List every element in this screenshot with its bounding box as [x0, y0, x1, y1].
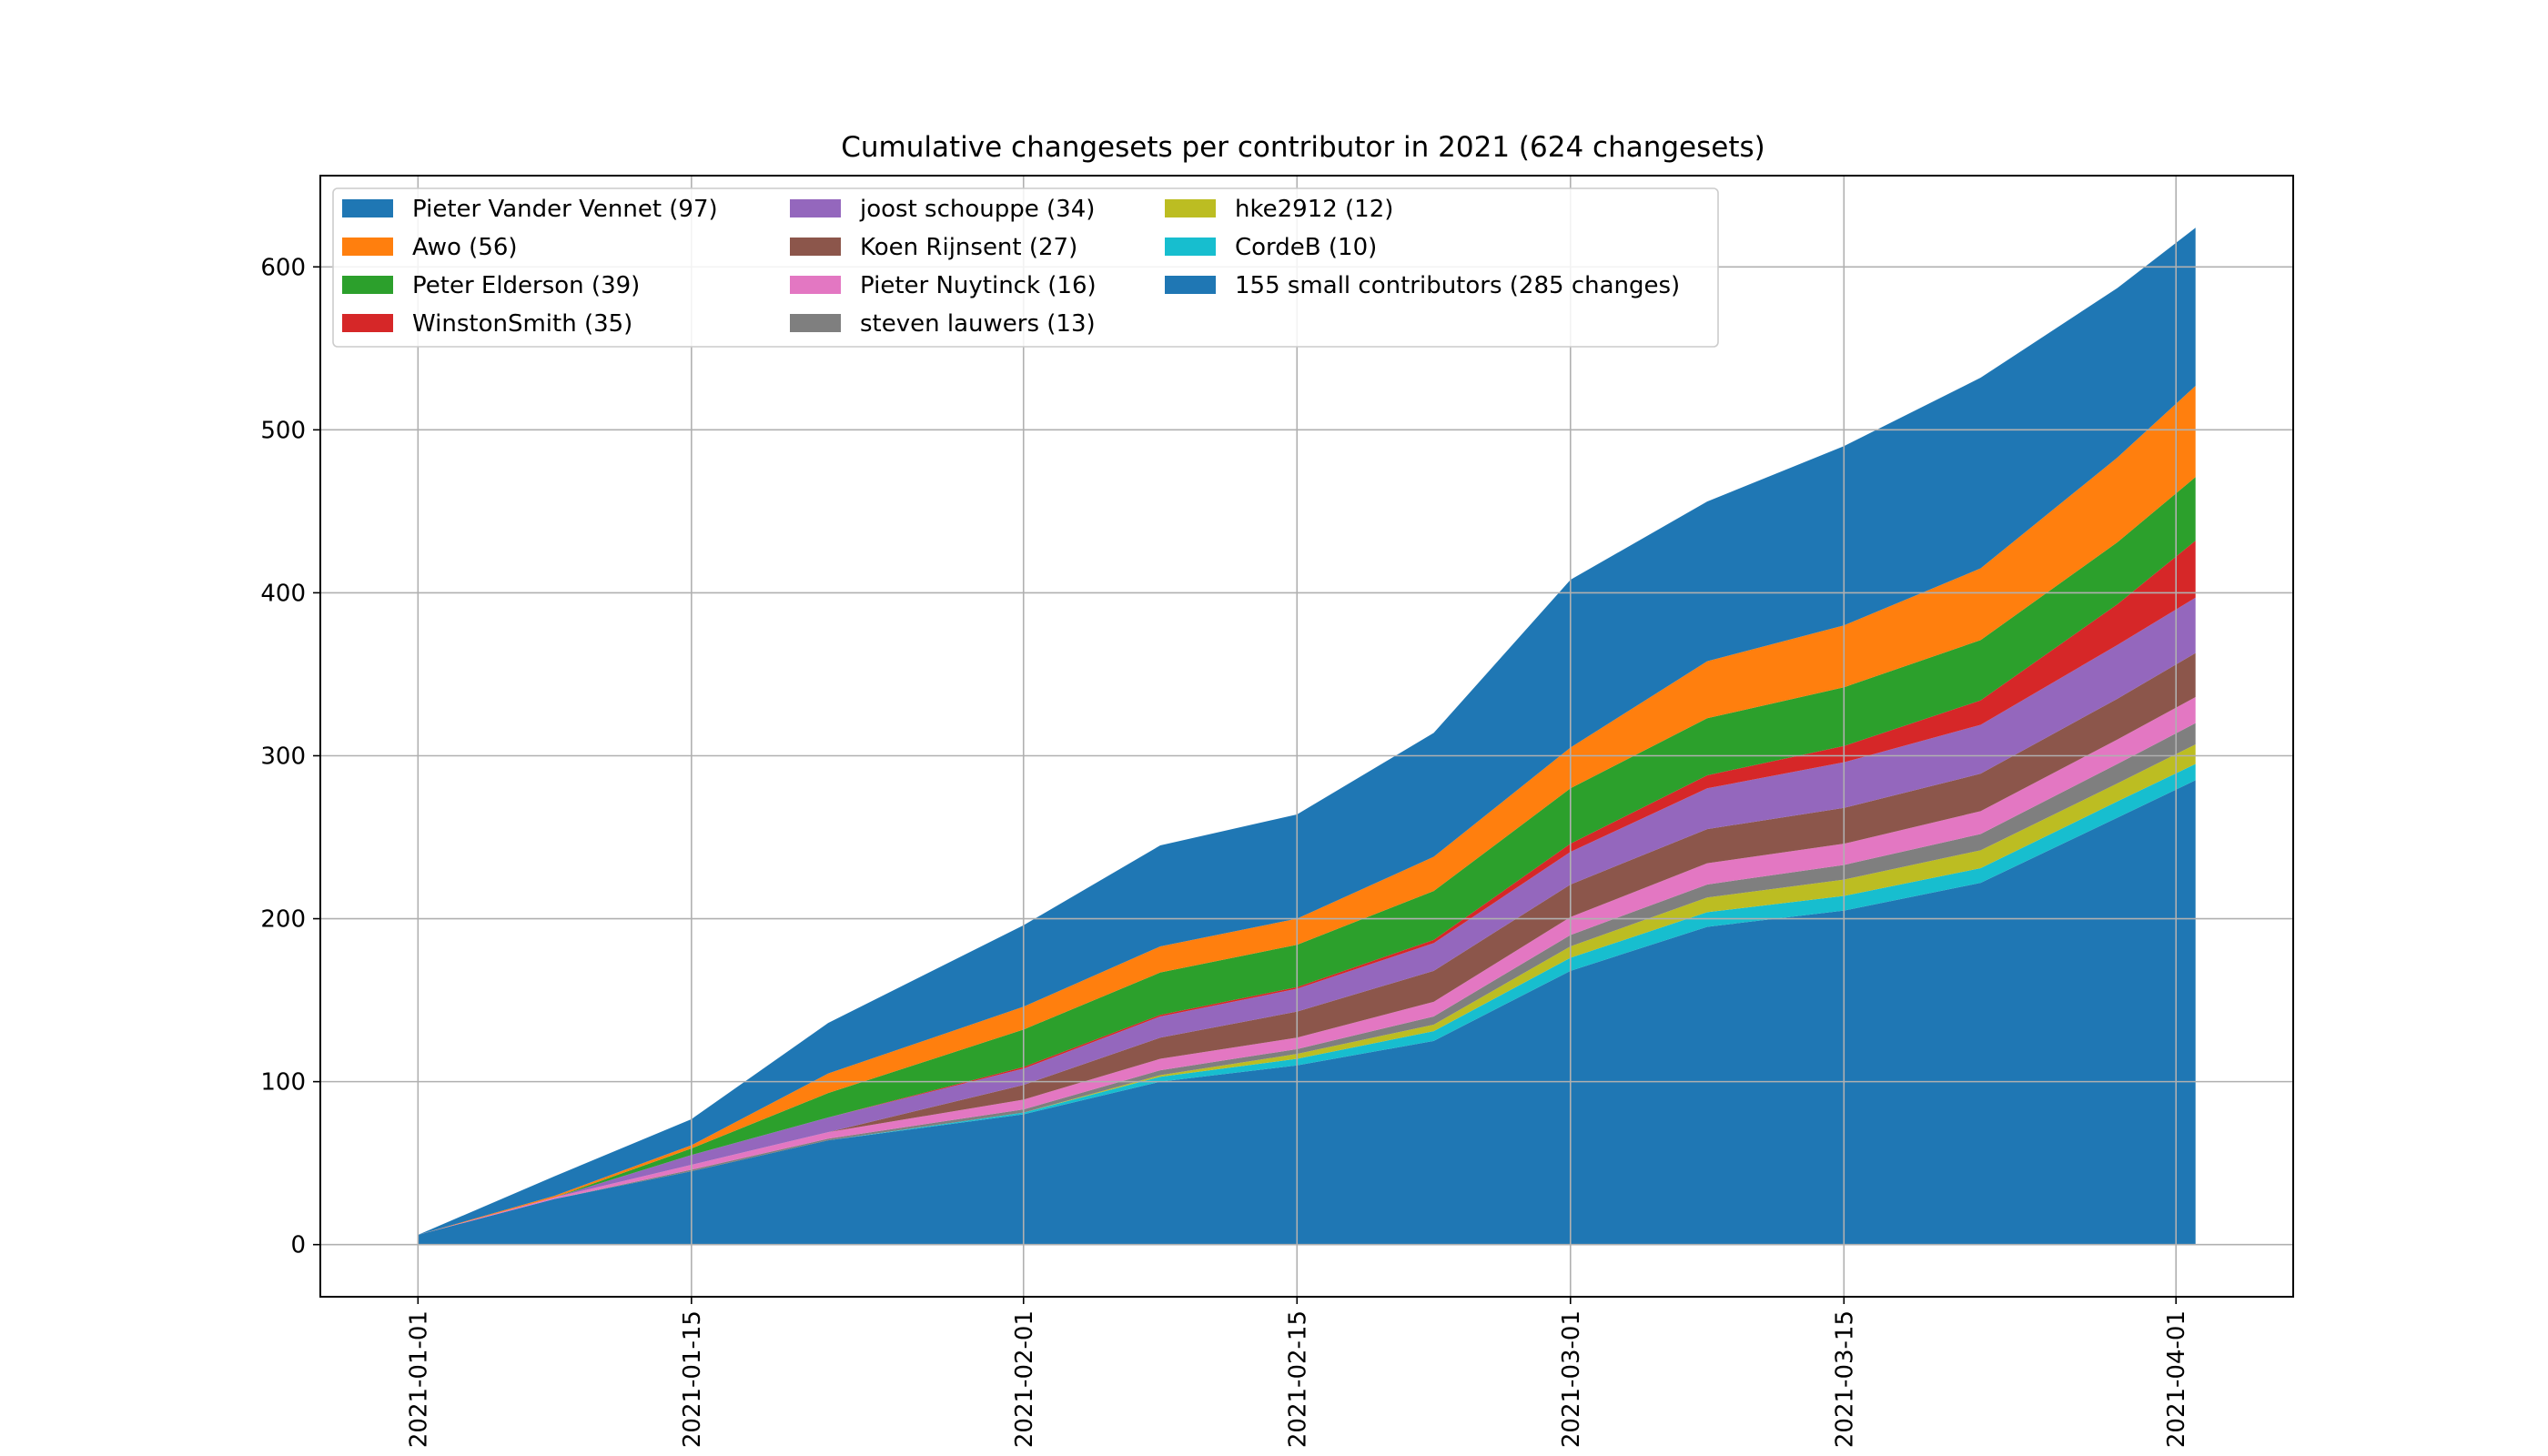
x-tick-label: 2021-03-01 — [1558, 1310, 1585, 1448]
legend-swatch-pieter-nuytinck-16 — [790, 276, 841, 294]
area-155-small-contributors-285-changes — [418, 780, 2196, 1245]
x-tick-label: 2021-02-15 — [1284, 1310, 1311, 1448]
y-tick-label: 400 — [260, 580, 306, 607]
legend-box — [332, 187, 1719, 348]
legend-label: WinstonSmith (35) — [412, 310, 632, 338]
x-tick-label: 2021-03-15 — [1831, 1310, 1858, 1448]
legend-label: steven lauwers (13) — [860, 310, 1096, 338]
legend-label: Koen Rijnsent (27) — [860, 234, 1077, 261]
x-axis: 2021-01-01 2021-01-15 2021-02-01 2021-02-15… — [405, 1297, 2190, 1448]
y-axis: 0 100 200 300 400 500 600 — [260, 254, 320, 1259]
plot-area: 2021-01-01 2021-01-15 2021-02-01 2021-02-15… — [260, 175, 2294, 1448]
axes-frame — [319, 175, 2294, 1298]
y-tick-label: 600 — [260, 254, 306, 281]
legend-label: Peter Elderson (39) — [412, 272, 640, 299]
area-series-group — [418, 228, 2196, 1245]
legend-label: hke2912 (12) — [1235, 196, 1393, 223]
y-tick-label: 500 — [260, 417, 306, 444]
legend-swatch-peter-elderson-39 — [342, 276, 393, 294]
legend-swatch-winstonsmith-35 — [342, 314, 393, 332]
legend-swatch-awo-56 — [342, 238, 393, 256]
legend-swatch-joost-schouppe-34 — [790, 199, 841, 217]
y-tick-label: 100 — [260, 1069, 306, 1097]
y-tick-label: 200 — [260, 906, 306, 934]
legend-label: joost schouppe (34) — [859, 196, 1095, 223]
x-tick-label: 2021-02-01 — [1011, 1310, 1038, 1448]
chart-title: Cumulative changesets per contributor in… — [841, 131, 1765, 164]
legend-label: Pieter Nuytinck (16) — [860, 272, 1097, 299]
legend-label: Pieter Vander Vennet (97) — [412, 196, 718, 223]
legend-swatch-koen-rijnsent-27 — [790, 238, 841, 256]
x-tick-label: 2021-04-01 — [2163, 1310, 2190, 1448]
legend-swatch-steven-lauwers-13 — [790, 314, 841, 332]
legend-label: Awo (56) — [412, 234, 518, 261]
legend-swatch-pieter-vander-vennet-97 — [342, 199, 393, 217]
legend-label: CordeB (10) — [1235, 234, 1377, 261]
legend-swatch-155-small-contributors-285-changes — [1165, 276, 1216, 294]
y-tick-label: 300 — [260, 743, 306, 770]
x-tick-label: 2021-01-15 — [679, 1310, 706, 1448]
legend-label: 155 small contributors (285 changes) — [1235, 272, 1680, 299]
x-tick-label: 2021-01-01 — [405, 1310, 432, 1448]
y-tick-label: 0 — [290, 1232, 306, 1259]
legend: Pieter Vander Vennet (97) Awo (56) Peter E… — [332, 187, 1719, 348]
legend-swatch-cordeb-10 — [1165, 238, 1216, 256]
legend-swatch-hke2912-12 — [1165, 199, 1216, 217]
